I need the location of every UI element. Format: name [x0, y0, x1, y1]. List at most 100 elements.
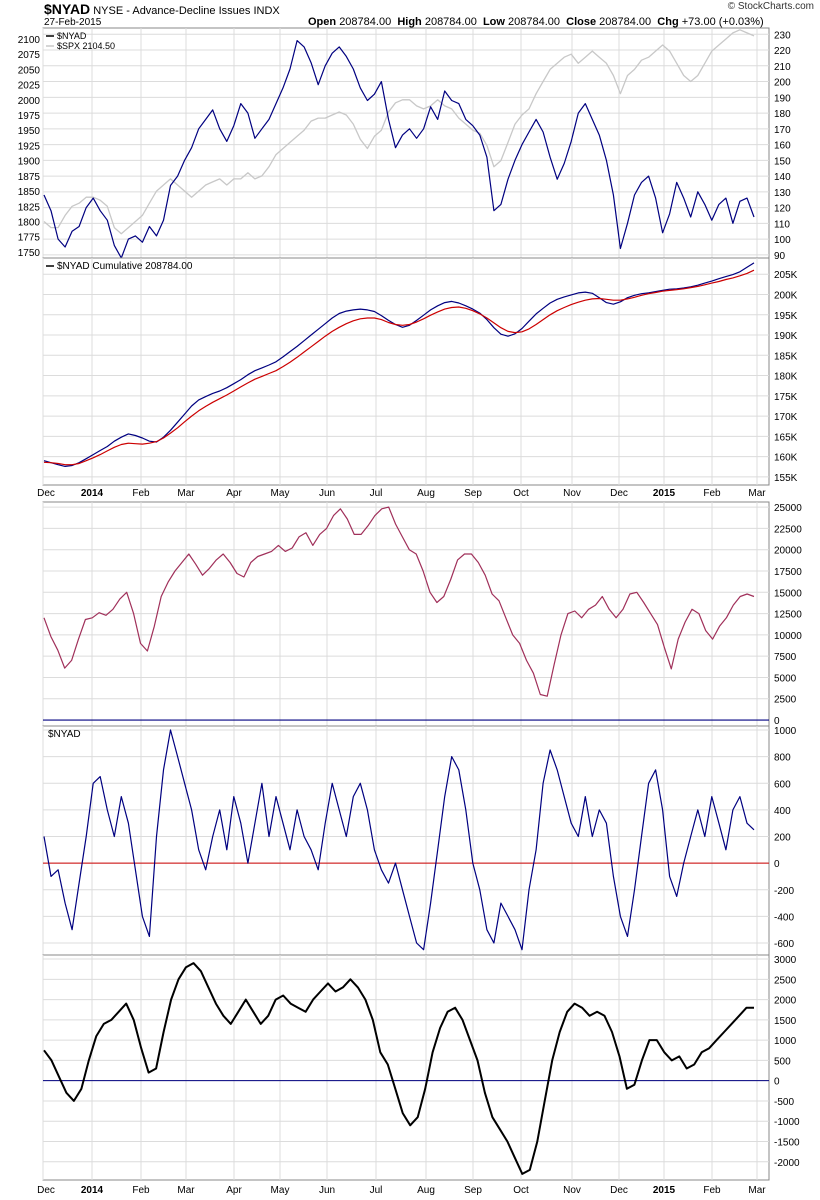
high-value: 208784.00 [424, 16, 477, 28]
y-tick-label: 100 [774, 235, 791, 246]
y-tick-label: 1000 [774, 1036, 797, 1047]
x-tick-label: Feb [132, 488, 150, 499]
y-tick-label: 22500 [774, 524, 802, 535]
y-tick-label: 120 [774, 204, 791, 215]
y-tick-label: 0 [774, 1077, 780, 1088]
x-tick-label: Aug [417, 488, 435, 499]
y-tick-label: 175K [774, 392, 798, 403]
y-left-tick-label: 2025 [18, 81, 41, 92]
x-tick-label: Apr [226, 488, 242, 499]
y-tick-label: 2000 [774, 996, 797, 1007]
legend-text: $NYAD [48, 729, 81, 740]
y-tick-label: 190K [774, 331, 798, 342]
x-tick-label: Jun [319, 1185, 335, 1196]
y-tick-label: 7500 [774, 652, 797, 663]
chg-label: Chg [657, 16, 679, 28]
x-tick-label: Sep [464, 1185, 482, 1196]
chart-header: $NYAD NYSE - Advance-Decline Issues INDX [44, 1, 280, 17]
y-tick-label: -600 [774, 939, 794, 950]
close-label: Close [566, 16, 597, 28]
series-line-p5-black [43, 962, 754, 1175]
y-tick-label: 5000 [774, 673, 797, 684]
y-tick-label: 3000 [774, 955, 797, 966]
legend-entry: $NYAD [46, 31, 87, 41]
panel-3: 0 2500 5000 7500 10000 12500 15000 17500 20000 22… [42, 501, 802, 727]
y-left-tick-label: 1975 [18, 111, 41, 122]
panel-5: -2000 -1500 -1000 -500 0 500 1000 1500 2000 2500 3… [42, 954, 800, 1181]
x-tick-label: Feb [703, 1185, 721, 1196]
y-tick-label: 155K [774, 473, 798, 484]
y-tick-label: 160 [774, 141, 791, 152]
x-tick-label: May [271, 488, 290, 499]
x-tick-label: Feb [132, 1185, 150, 1196]
ohlc-readout: Open 208784.00 High 208784.00 Low 208784… [308, 16, 764, 28]
y-tick-label: 20000 [774, 546, 802, 557]
x-tick-label: Mar [177, 488, 195, 499]
y-left-tick-label: 1775 [18, 233, 41, 244]
x-tick-label: Dec [37, 488, 55, 499]
y-tick-label: 230 [774, 30, 791, 41]
y-tick-label: 185K [774, 351, 798, 362]
y-tick-label: 210 [774, 62, 791, 73]
y-tick-label: 800 [774, 753, 791, 764]
y-tick-label: 170 [774, 125, 791, 136]
y-tick-label: 1000 [774, 726, 797, 737]
y-tick-label: 500 [774, 1056, 791, 1067]
x-tick-label: Mar [177, 1185, 195, 1196]
x-tick-label: Oct [513, 488, 529, 499]
high-label: High [397, 16, 422, 28]
y-left-tick-label: 1825 [18, 202, 41, 213]
panel-2: 155K 160K 165K 170K 175K 180K 185K 190K 195K 200K… [42, 257, 798, 486]
y-left-tick-label: 2050 [18, 65, 41, 76]
y-tick-label: 0 [774, 716, 780, 727]
x-tick-label: 2015 [653, 488, 676, 499]
x-tick-label: Dec [37, 1185, 55, 1196]
y-tick-label: -400 [774, 912, 794, 923]
y-left-tick-label: 1925 [18, 141, 41, 152]
open-label: Open [308, 16, 337, 28]
y-left-tick-label: 1950 [18, 126, 41, 137]
legend-entry: $SPX 2104.50 [46, 41, 115, 51]
x-tick-label: Mar [748, 1185, 766, 1196]
y-tick-label: 2500 [774, 695, 797, 706]
y-left-tick-label: 1875 [18, 172, 41, 183]
y-tick-label: 200 [774, 78, 791, 89]
y-tick-label: 2500 [774, 975, 797, 986]
exchange: INDX [253, 5, 280, 17]
y-tick-label: 220 [774, 46, 791, 57]
x-tick-label: Dec [610, 488, 628, 499]
panel-1: 90 100 110 120 130 140 150 160 170 180 190 200 210 22… [18, 27, 791, 262]
series-line-ma-red [43, 269, 755, 466]
x-tick-label: Jun [319, 488, 335, 499]
y-tick-label: -1500 [774, 1137, 800, 1148]
y-tick-label: 200 [774, 833, 791, 844]
watermark: © StockCharts.com [727, 1, 814, 12]
y-tick-label: 600 [774, 779, 791, 790]
x-tick-label: May [271, 1185, 290, 1196]
chart-title: NYSE - Advance-Decline Issues [93, 5, 251, 17]
y-tick-label: 130 [774, 188, 791, 199]
y-tick-label: -200 [774, 886, 794, 897]
y-left-tick-label: 2100 [18, 35, 41, 46]
x-tick-label: Nov [563, 488, 581, 499]
series-line-nyad-navy [43, 729, 755, 951]
x-tick-label: Sep [464, 488, 482, 499]
y-tick-label: 17500 [774, 567, 802, 578]
y-left-tick-label: 2075 [18, 50, 41, 61]
x-tick-label: Oct [513, 1185, 529, 1196]
y-tick-label: 25000 [774, 503, 802, 514]
open-value: 208784.00 [339, 16, 392, 28]
y-tick-label: 90 [774, 251, 786, 262]
chg-value: +73.00 (+0.03%) [681, 16, 764, 28]
panel-frame [42, 954, 770, 1181]
low-label: Low [482, 16, 505, 28]
x-tick-label: Mar [748, 488, 766, 499]
y-tick-label: -2000 [774, 1158, 800, 1169]
y-tick-label: 10000 [774, 631, 802, 642]
y-tick-label: 195K [774, 311, 798, 322]
y-left-tick-label: 1750 [18, 248, 41, 259]
chart-date: 27-Feb-2015 [44, 17, 102, 28]
x-tick-label: 2014 [81, 1185, 104, 1196]
y-tick-label: 200K [774, 290, 798, 301]
